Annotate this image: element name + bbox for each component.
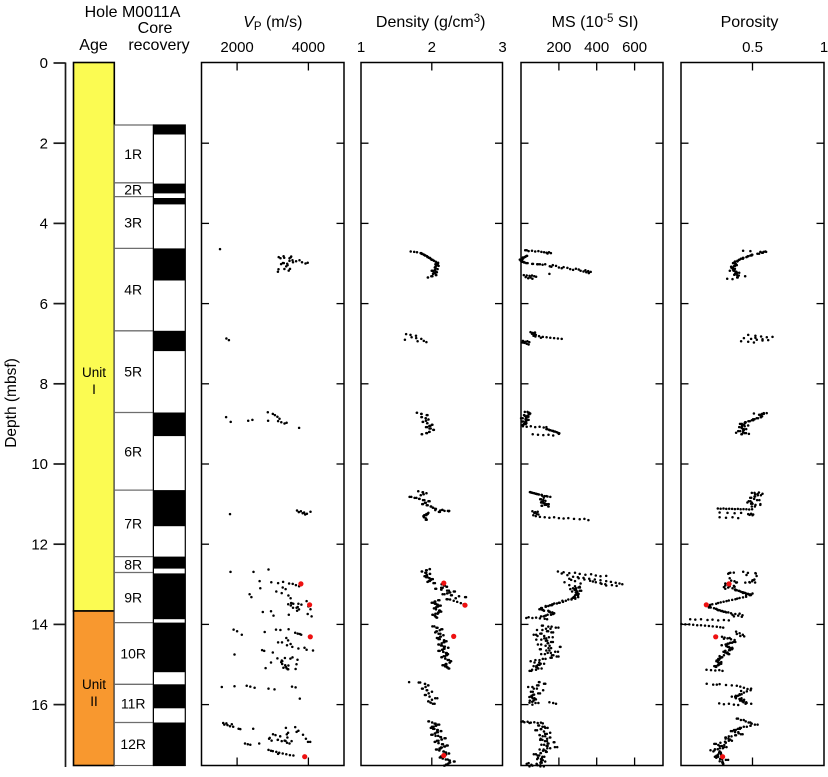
svg-text:11R: 11R [121,695,146,711]
svg-text:12: 12 [31,536,48,553]
svg-text:200: 200 [546,39,571,56]
svg-text:3R: 3R [124,215,142,231]
svg-text:Unit: Unit [82,365,106,380]
svg-text:1: 1 [357,39,365,56]
svg-text:2: 2 [40,135,48,152]
svg-text:recovery: recovery [128,37,189,54]
svg-text:1: 1 [820,39,828,56]
svg-text:7R: 7R [124,515,142,531]
svg-text:8R: 8R [124,557,142,573]
svg-text:I: I [92,382,96,397]
svg-text:16: 16 [31,697,48,714]
svg-text:6: 6 [40,296,48,313]
svg-text:Density (g/cm3): Density (g/cm3) [376,13,486,31]
svg-text:1R: 1R [124,146,142,162]
svg-text:VP (m/s): VP (m/s) [243,14,302,33]
svg-text:14: 14 [31,617,48,634]
svg-text:0.5: 0.5 [742,39,763,56]
svg-text:600: 600 [622,39,647,56]
svg-text:8: 8 [40,376,48,393]
svg-text:Depth (mbsf): Depth (mbsf) [3,358,20,448]
svg-text:2R: 2R [124,182,142,198]
svg-text:10: 10 [31,456,48,473]
svg-text:3: 3 [498,39,506,56]
svg-text:Porosity: Porosity [721,14,779,31]
svg-text:4: 4 [40,216,48,233]
svg-text:MS (10-5 SI): MS (10-5 SI) [552,13,639,31]
svg-text:5R: 5R [124,364,142,380]
svg-text:2000: 2000 [220,39,253,56]
svg-text:12R: 12R [120,736,146,752]
svg-text:6R: 6R [124,443,142,459]
svg-text:Age: Age [79,37,108,54]
svg-text:Core: Core [138,20,173,37]
svg-text:10R: 10R [120,646,146,662]
svg-text:4000: 4000 [292,39,325,56]
svg-text:400: 400 [584,39,609,56]
svg-text:Unit: Unit [82,677,106,692]
svg-text:9R: 9R [124,590,142,606]
svg-text:4R: 4R [124,282,142,298]
svg-text:0: 0 [40,55,48,72]
svg-text:2: 2 [428,39,436,56]
svg-text:Hole M0011A: Hole M0011A [85,4,181,21]
svg-text:II: II [90,694,98,709]
